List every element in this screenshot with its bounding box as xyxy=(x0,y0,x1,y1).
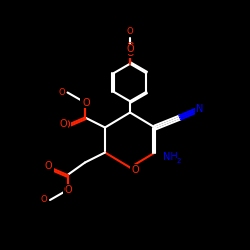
Text: O: O xyxy=(41,196,48,204)
Text: O: O xyxy=(127,27,133,36)
Text: O: O xyxy=(126,48,134,58)
Text: NH: NH xyxy=(162,152,177,162)
Text: O: O xyxy=(81,98,89,108)
Text: O: O xyxy=(60,119,68,129)
Text: O: O xyxy=(64,185,71,195)
Text: O: O xyxy=(62,120,70,130)
Text: N: N xyxy=(196,104,204,114)
Text: 2: 2 xyxy=(176,158,180,164)
Text: O: O xyxy=(45,162,52,172)
Text: O: O xyxy=(126,44,134,54)
Text: O: O xyxy=(58,88,65,97)
Text: O: O xyxy=(65,185,72,195)
Text: O: O xyxy=(131,165,139,175)
Text: O: O xyxy=(82,98,90,108)
Text: O: O xyxy=(45,161,52,171)
Text: O: O xyxy=(126,42,134,52)
